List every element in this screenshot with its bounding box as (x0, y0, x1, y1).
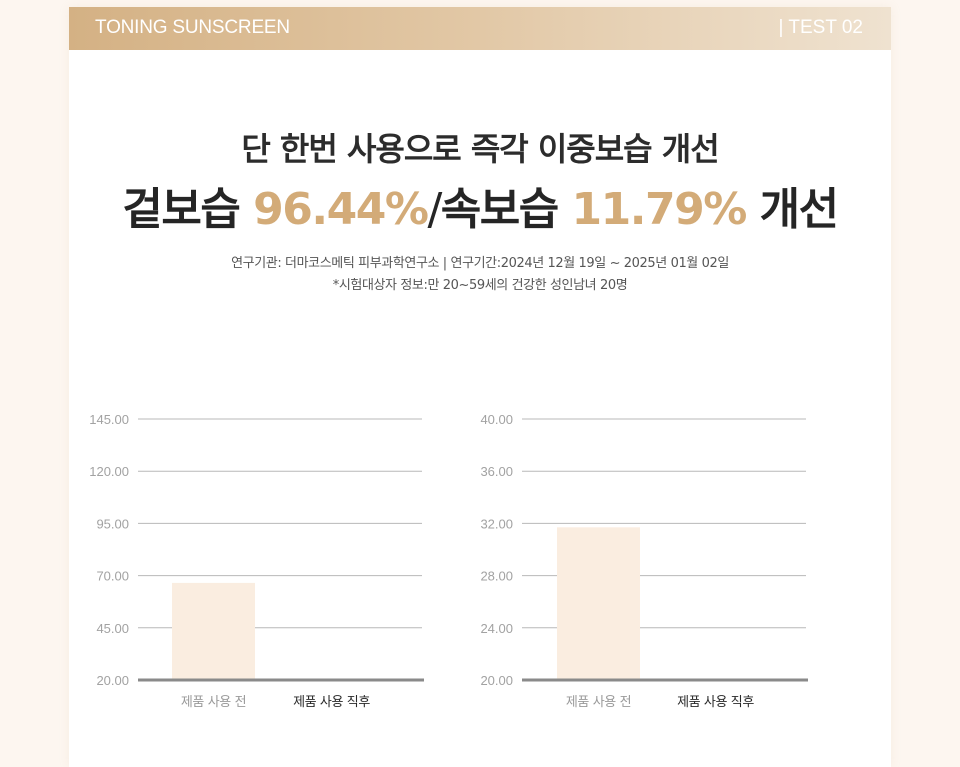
category-label: 제품 사용 전 (181, 695, 246, 710)
outer-moisture-chart: 20.00 45.00 70.00 95.00 120.00 145.00 제품 사용 전 제… (89, 412, 424, 710)
category-label: 제품 사용 직후 (677, 695, 754, 710)
y-tick-label: 28.00 (480, 569, 513, 584)
test-label: | TEST 02 (778, 17, 864, 38)
y-tick-label: 20.00 (96, 673, 129, 688)
y-tick-label: 24.00 (480, 621, 513, 636)
study-info: 연구기관: 더마코스메틱 피부과학연구소 | 연구기간:2024년 12월 19… (231, 256, 729, 271)
improvement-suffix: 개선 (745, 184, 839, 235)
outer-moisture-value: 96.44% (253, 184, 429, 235)
bar-before (557, 527, 640, 680)
y-tick-label: 70.00 (96, 569, 129, 584)
outer-moisture-label: 겉보습 (122, 184, 254, 235)
y-tick-label: 120.00 (89, 464, 129, 479)
y-tick-label: 145.00 (89, 412, 129, 427)
brand-label: TONING SUNSCREEN (95, 17, 290, 38)
headline: 단 한번 사용으로 즉각 이중보습 개선 (241, 130, 719, 168)
y-tick-label: 45.00 (96, 621, 129, 636)
separator: / (427, 184, 442, 235)
bar-before (172, 582, 255, 680)
y-tick-label: 36.00 (480, 464, 513, 479)
y-tick-label: 95.00 (96, 516, 129, 531)
subject-info: *시험대상자 정보:만 20~59세의 건강한 성인남녀 20명 (332, 278, 628, 293)
y-tick-label: 40.00 (480, 412, 513, 427)
y-tick-label: 32.00 (480, 516, 513, 531)
inner-moisture-chart: 20.00 24.00 28.00 32.00 36.00 40.00 제품 사용 전 제품 … (480, 412, 808, 710)
y-tick-label: 20.00 (480, 673, 513, 688)
category-label: 제품 사용 전 (566, 695, 631, 710)
inner-moisture-label: 속보습 (440, 184, 572, 235)
inner-moisture-value: 11.79% (571, 184, 748, 235)
result-summary: 겉보습 96.44%/속보습 11.79% 개선 (69, 173, 891, 237)
category-label: 제품 사용 직후 (293, 695, 370, 710)
header-bar: TONING SUNSCREEN | TEST 02 (69, 7, 891, 50)
